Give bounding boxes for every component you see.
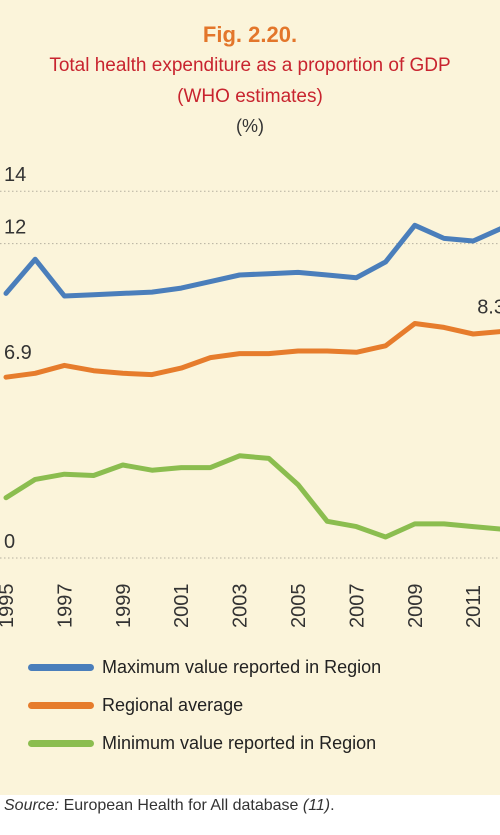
legend-label: Regional average [102,694,244,715]
x-tick-label: 1999 [113,584,135,629]
source-ref: (11) [302,797,331,814]
x-tick-label: 2005 [288,584,310,629]
y-tick-label: 0 [4,531,15,553]
legend-label: Minimum value reported in Region [102,732,377,753]
source-note: Source: European Health for All database… [4,797,335,815]
legend-label: Maximum value reported in Region [102,656,382,677]
unit-label: (%) [236,116,264,136]
series-line-0 [3,222,500,299]
chart-panel [0,0,500,795]
legend-swatch-average [28,701,94,709]
legend-item-minimum: Minimum value reported in Region [28,728,376,758]
line-chart: 0 12 14 1995 1997 1999 2001 2003 2005 2007 2009 201… [0,164,500,629]
x-tick-label: 2011 [463,585,485,628]
source-prefix: Source: [4,797,60,814]
y-tick-label: 14 [4,164,26,186]
x-tick-label: 1997 [54,584,76,629]
legend-item-average: Regional average [28,690,243,720]
chart-title: Total health expenditure as a proportion… [49,55,451,76]
x-tick-label: 2009 [405,584,427,629]
chart-subtitle: (WHO estimates) [177,86,323,107]
source-suffix: . [330,797,335,814]
y-tick-label: 12 [4,217,26,239]
data-label: 6.9 [4,342,32,364]
legend-item-maximum: Maximum value reported in Region [28,652,381,682]
figure-label: Fig. 2.20. [202,22,298,47]
series-line-2 [3,453,500,540]
x-tick-label: 2007 [346,584,368,629]
x-tick-label: 1995 [0,584,18,629]
data-label: 8.3 [477,296,500,318]
x-tick-label: 2003 [230,584,252,629]
legend-swatch-maximum [28,663,94,671]
legend-swatch-minimum [28,739,94,747]
series-line-1 [3,321,500,380]
source-text: European Health for All database [59,797,303,814]
x-tick-label: 2001 [171,584,193,629]
